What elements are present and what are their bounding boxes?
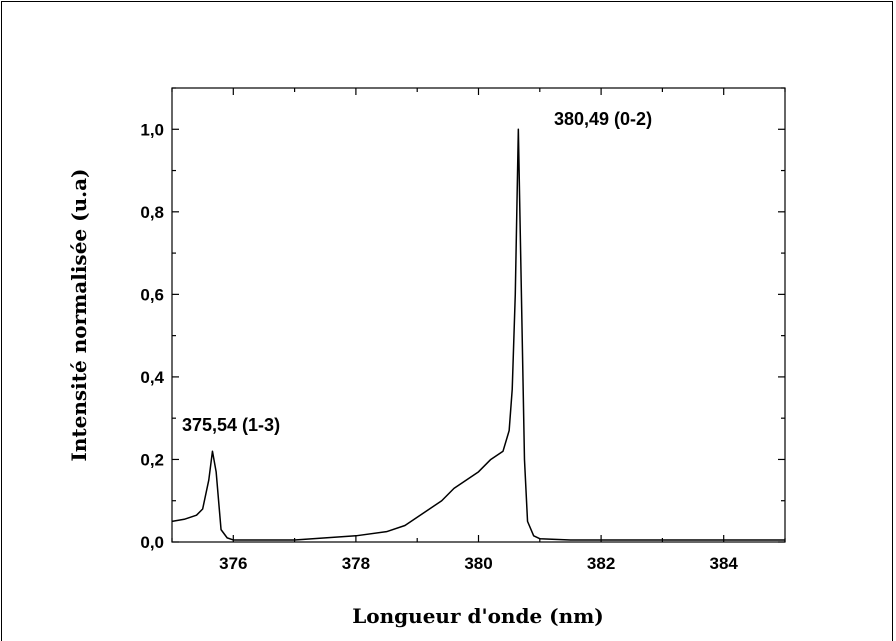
x-tick-label: 378	[342, 554, 370, 573]
annotation-peak-1: 375,54 (1-3)	[182, 415, 280, 435]
axis-ticks	[171, 87, 786, 543]
y-tick-label: 0,0	[140, 533, 164, 552]
x-tick-label: 376	[219, 554, 247, 573]
x-tick-label: 382	[587, 554, 615, 573]
y-tick-label: 0,6	[140, 285, 164, 304]
y-tick-label: 0,2	[140, 450, 164, 469]
x-axis-title: Longueur d'onde (nm)	[352, 604, 604, 628]
y-axis-title: Intensité normalisée (u.a)	[67, 169, 91, 462]
plot-area-frame	[171, 87, 786, 543]
y-tick-label: 0,8	[140, 203, 164, 222]
x-tick-label: 380	[464, 554, 492, 573]
tick-labels: 376 378 380 382 384 0,0 0,2 0,4 0,6 0,8 1,0	[140, 120, 738, 573]
x-tick-label: 384	[710, 554, 739, 573]
annotation-peak-2: 380,49 (0-2)	[554, 109, 652, 129]
series-line-spectrum	[171, 128, 785, 541]
y-tick-label: 1,0	[140, 120, 164, 139]
y-tick-label: 0,4	[140, 368, 164, 387]
